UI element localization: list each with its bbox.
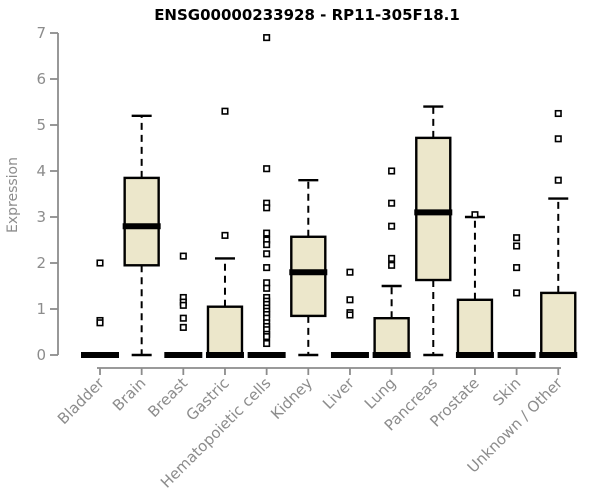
y-tick-label: 0: [36, 346, 46, 364]
iqr-box: [373, 317, 410, 357]
boxplot-unknown-other: [539, 109, 578, 358]
outlier-point: [221, 107, 229, 115]
outlier-point: [96, 259, 104, 267]
outlier-point: [179, 252, 187, 260]
outlier-point: [263, 229, 271, 237]
boxplot-skin: [497, 234, 536, 358]
iqr-box: [290, 235, 327, 318]
boxplot-brain: [122, 114, 161, 357]
outlier-point: [179, 314, 187, 322]
boxplot-hematopoietic-cells: [247, 34, 286, 358]
outlier-point: [388, 167, 396, 175]
outlier-point: [263, 165, 271, 173]
boxplot-prostate: [455, 211, 494, 358]
outlier-point: [179, 323, 187, 331]
chart-title: ENSG00000233928 - RP11-305F18.1: [154, 6, 460, 24]
outlier-point: [346, 268, 354, 276]
outlier-point: [388, 261, 396, 269]
outlier-point: [263, 34, 271, 42]
outlier-point: [388, 199, 396, 207]
y-tick-label: 7: [36, 24, 46, 42]
outlier-point: [263, 284, 271, 292]
boxplot-pancreas: [414, 105, 453, 357]
y-tick-label: 3: [36, 208, 46, 226]
x-tick-label-lung: Lung: [361, 374, 400, 413]
iqr-box: [540, 291, 577, 357]
outlier-point: [513, 234, 521, 242]
iqr-box: [456, 298, 494, 357]
outlier-point: [96, 319, 104, 327]
y-tick-label: 1: [36, 300, 46, 318]
outlier-point: [554, 135, 562, 143]
outlier-point: [554, 176, 562, 184]
iqr-box: [123, 176, 160, 267]
boxplot-kidney: [289, 178, 328, 357]
y-tick-label: 2: [36, 254, 46, 272]
outlier-point: [263, 264, 271, 272]
outlier-point: [513, 242, 521, 250]
outlier-point: [263, 250, 271, 258]
outlier-point: [263, 339, 271, 348]
outlier-point: [263, 204, 271, 212]
outlier-point: [263, 279, 271, 287]
outlier-point: [513, 289, 521, 297]
boxplot-lung: [372, 167, 411, 358]
outlier-point: [554, 109, 562, 118]
boxplot-breast: [164, 252, 203, 358]
outlier-point: [471, 211, 479, 219]
outlier-point: [513, 264, 521, 272]
x-tick-label-liver: Liver: [319, 374, 358, 413]
boxplot-bladder: [81, 259, 119, 358]
iqr-box: [415, 136, 452, 282]
outlier-point: [263, 333, 271, 341]
outlier-point: [221, 231, 229, 239]
y-tick-label: 5: [36, 116, 46, 134]
outlier-point: [346, 296, 354, 304]
iqr-box: [206, 305, 244, 357]
boxplot-liver: [330, 268, 369, 358]
outlier-point: [388, 222, 396, 230]
boxplot-gastric: [205, 107, 244, 358]
outlier-point: [346, 311, 354, 319]
x-tick-label-kidney: Kidney: [267, 374, 316, 423]
y-tick-label: 6: [36, 70, 46, 88]
outlier-point: [263, 241, 271, 249]
y-tick-label: 4: [36, 162, 46, 180]
outlier-point: [179, 301, 187, 309]
x-tick-label-skin: Skin: [489, 374, 524, 409]
x-tick-label-bladder: Bladder: [54, 374, 108, 428]
outlier-point: [388, 254, 396, 262]
